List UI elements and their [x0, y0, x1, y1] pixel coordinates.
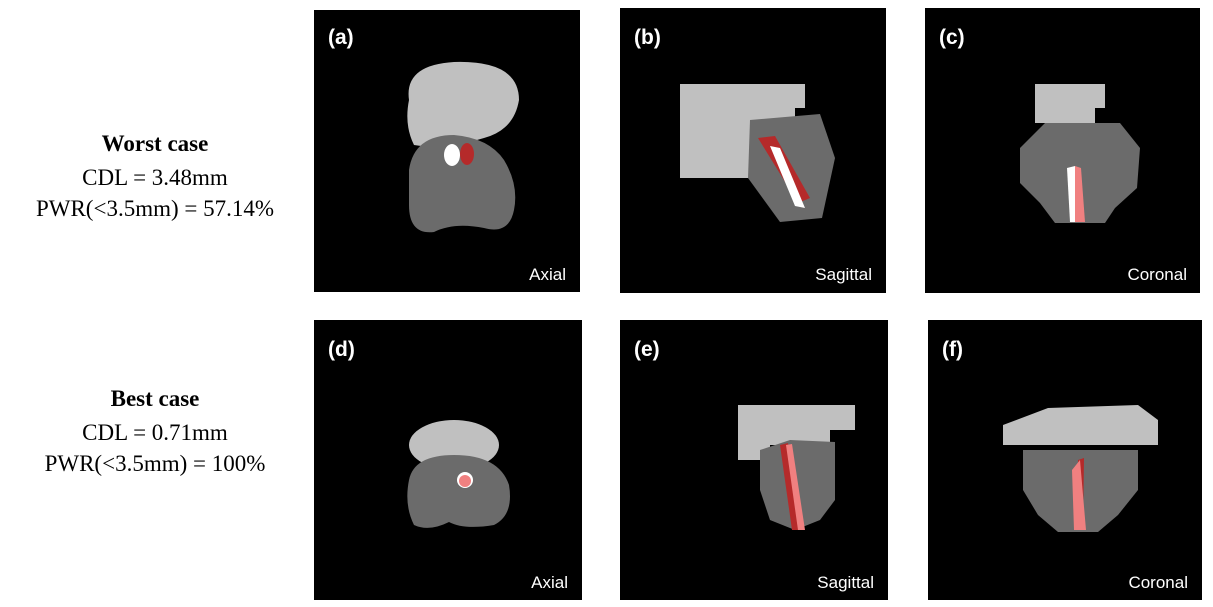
cdl-text: CDL = 3.48mm [82, 165, 228, 190]
view-label: Sagittal [815, 265, 872, 284]
view-label: Coronal [1128, 573, 1188, 592]
panel-letter: (d) [328, 338, 355, 361]
view-label: Axial [531, 573, 568, 592]
panel: (e) Sagittal [620, 320, 888, 600]
panel-letter: (f) [942, 338, 963, 361]
panel: (c) Coronal [925, 8, 1200, 293]
panel: (d) Axial [314, 320, 582, 600]
row-title: Worst case [102, 131, 209, 156]
figure: Worst case CDL = 3.48mm PWR(<3.5mm) = 57… [0, 0, 1213, 602]
panel-letter: (a) [328, 26, 354, 49]
view-label: Sagittal [817, 573, 874, 592]
panel: (b) Sagittal [620, 8, 886, 293]
panel-letter: (b) [634, 26, 661, 49]
pwr-text: PWR(<3.5mm) = 57.14% [36, 196, 274, 221]
pwr-text: PWR(<3.5mm) = 100% [45, 451, 266, 476]
row-title: Best case [111, 386, 200, 411]
cdl-text: CDL = 0.71mm [82, 420, 228, 445]
panel-letter: (e) [634, 338, 660, 361]
panel: (f) Coronal [928, 320, 1202, 600]
panel: (a) Axial [314, 10, 580, 292]
panel-letter: (c) [939, 26, 965, 49]
view-label: Axial [529, 265, 566, 284]
view-label: Coronal [1127, 265, 1187, 284]
